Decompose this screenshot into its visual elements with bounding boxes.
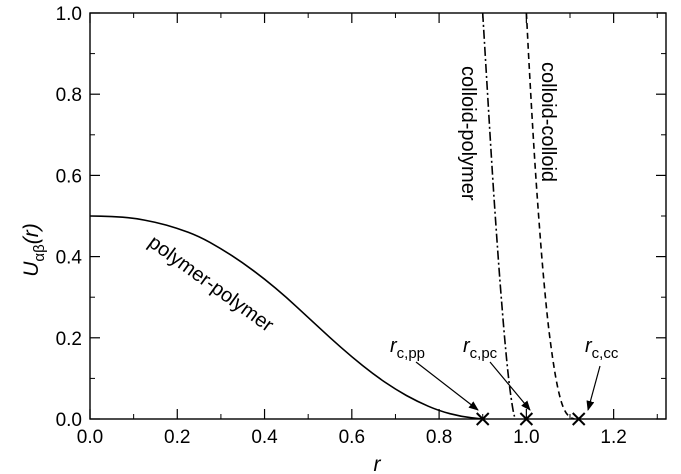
cutoff-label-cc: rc,cc	[585, 335, 619, 362]
x-tick-label-5: 1.0	[513, 427, 539, 448]
cutoff-marker-2	[572, 412, 586, 426]
ticks: 0.0 0.2 0.4 0.6 0.8 1.0 1.2 0.0 0.2 0.4 0.6 0.8 1.0	[56, 4, 666, 448]
cutoff-label-pp: rc,pp	[390, 335, 425, 362]
x-tick-label-2: 0.4	[251, 427, 278, 448]
label-polymer-polymer: polymer-polymer	[144, 231, 278, 337]
series-lines	[89, 12, 575, 420]
y-axis-title-main: U	[20, 261, 43, 277]
y-axis-title-arg: (r)	[20, 223, 43, 244]
series-line-polymer-polymer	[89, 215, 483, 420]
cutoff-markers	[476, 412, 586, 426]
series-line-colloid-polymer	[481, 12, 517, 420]
y-tick-label-4: 0.8	[56, 85, 82, 106]
y-axis-title: Uαβ(r)	[20, 223, 48, 276]
y-tick-label-1: 0.2	[56, 329, 82, 350]
y-axis-title-sub: αβ	[31, 244, 48, 262]
cutoff-arrow-pc	[489, 361, 531, 411]
cutoff-arrow-cc	[586, 365, 601, 411]
label-colloid-colloid: colloid-colloid	[537, 62, 559, 182]
svg-text:Uαβ(r): Uαβ(r)	[20, 223, 48, 276]
plot-frame	[89, 12, 667, 420]
label-colloid-polymer: colloid-polymer	[457, 66, 479, 201]
cutoff-marker-1	[519, 412, 534, 426]
cutoff-label-pc: rc,pc	[463, 335, 498, 362]
cutoff-arrow-pp	[415, 361, 479, 411]
x-tick-label-1: 0.2	[164, 427, 190, 448]
cutoff-marker-0	[476, 412, 490, 426]
y-tick-label-3: 0.6	[56, 166, 82, 187]
y-tick-label-0: 0.0	[56, 410, 82, 431]
x-tick-label-3: 0.6	[339, 427, 365, 448]
x-tick-label-4: 0.8	[426, 427, 452, 448]
x-axis-title: r	[374, 453, 382, 474]
x-tick-label-0: 0.0	[77, 427, 103, 448]
x-tick-label-6: 1.2	[600, 427, 626, 448]
y-tick-label-2: 0.4	[56, 248, 83, 269]
y-tick-label-5: 1.0	[56, 4, 82, 25]
